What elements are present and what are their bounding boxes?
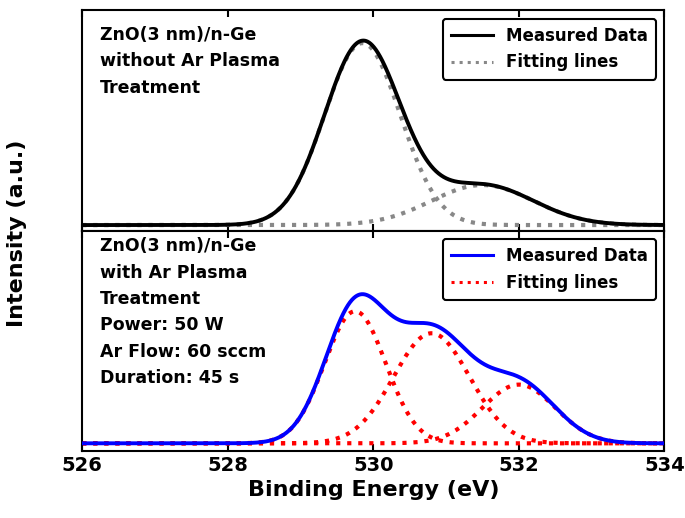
X-axis label: Binding Energy (eV): Binding Energy (eV) (247, 480, 499, 500)
Text: ZnO(3 nm)/n-Ge
without Ar Plasma
Treatment: ZnO(3 nm)/n-Ge without Ar Plasma Treatme… (100, 26, 279, 96)
Legend: Measured Data, Fitting lines: Measured Data, Fitting lines (443, 239, 656, 300)
Text: ZnO(3 nm)/n-Ge
with Ar Plasma
Treatment
Power: 50 W
Ar Flow: 60 sccm
Duration: 4: ZnO(3 nm)/n-Ge with Ar Plasma Treatment … (100, 237, 266, 387)
Text: Intensity (a.u.): Intensity (a.u.) (7, 139, 27, 327)
Legend: Measured Data, Fitting lines: Measured Data, Fitting lines (443, 19, 656, 80)
